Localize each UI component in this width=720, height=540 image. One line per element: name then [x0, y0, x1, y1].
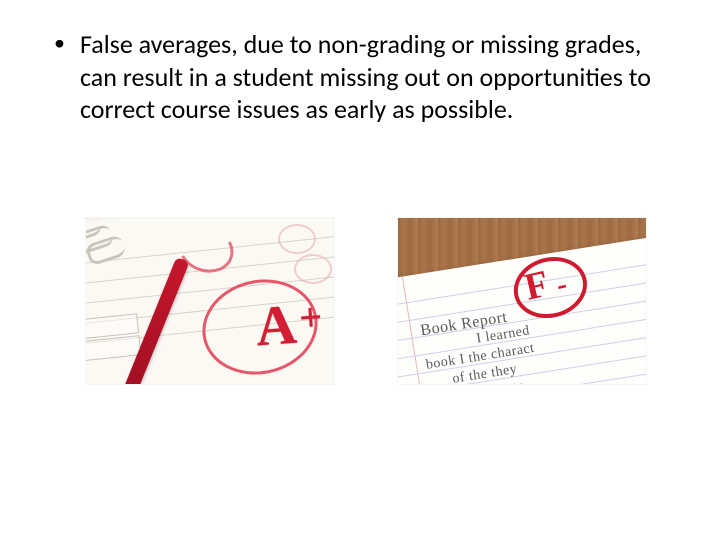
bullet-marker: •: [54, 28, 80, 59]
image-a-plus: A+: [86, 218, 334, 384]
slide: • False averages, due to non-grading or …: [0, 0, 720, 540]
images-row: A+ F- Book Report I learned book I: [86, 218, 646, 384]
grade-a-plus: A+: [253, 293, 298, 360]
bullet-row: • False averages, due to non-grading or …: [54, 28, 664, 126]
grade-letter: A: [253, 294, 298, 359]
grade-suffix: +: [297, 293, 323, 341]
faint-circle-icon: [278, 224, 316, 254]
image-f-minus: F- Book Report I learned book I the char…: [398, 218, 646, 384]
bullet-text: False averages, due to non-grading or mi…: [80, 28, 664, 126]
grade-circle-icon: [507, 249, 594, 326]
faint-circle-icon: [294, 254, 332, 284]
bullet-block: • False averages, due to non-grading or …: [54, 28, 664, 126]
